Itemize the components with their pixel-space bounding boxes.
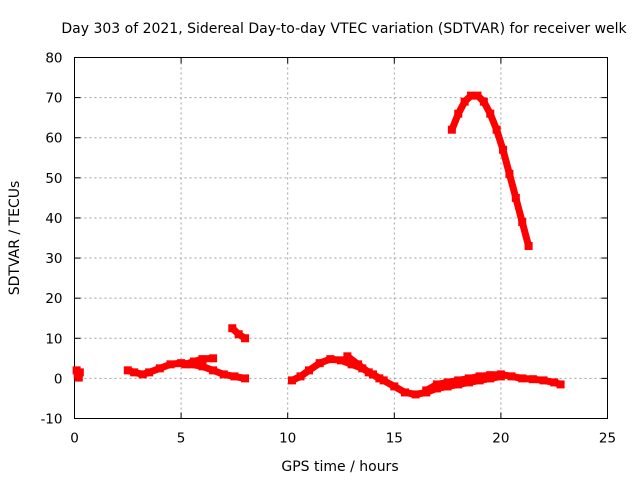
data-point: [343, 352, 352, 361]
data-point: [518, 374, 527, 383]
data-point: [479, 97, 488, 106]
data-point: [467, 91, 476, 100]
data-point: [486, 371, 495, 380]
x-tick-label: 20: [492, 431, 509, 447]
data-point: [375, 374, 384, 383]
data-point: [390, 382, 399, 391]
data-point: [454, 109, 463, 118]
y-tick-label: 20: [45, 291, 62, 307]
data-point: [189, 357, 198, 366]
data-point: [209, 366, 218, 375]
data-point: [241, 374, 250, 383]
data-point: [460, 97, 469, 106]
data-point: [315, 359, 324, 368]
data-point: [499, 145, 508, 154]
series-line-seg-f: [345, 353, 382, 382]
x-tick-label: 5: [177, 431, 186, 447]
data-point: [337, 356, 345, 365]
plot-frame: [74, 57, 608, 419]
data-point: [464, 378, 473, 387]
data-point: [241, 334, 250, 343]
data-point: [539, 376, 548, 385]
x-axis-label: GPS time / hours: [281, 459, 398, 475]
data-point: [528, 375, 537, 384]
data-point: [347, 360, 356, 369]
data-point: [400, 388, 409, 397]
data-point: [511, 193, 520, 202]
data-point: [234, 330, 243, 339]
x-tick-label: 25: [599, 431, 616, 447]
data-point: [443, 382, 452, 391]
data-point: [198, 355, 207, 364]
data-point: [166, 360, 175, 369]
data-point: [177, 359, 186, 368]
data-point: [475, 372, 484, 381]
data-point: [296, 372, 305, 381]
data-point: [138, 370, 147, 379]
x-tick-label: 15: [386, 431, 403, 447]
data-point: [198, 362, 207, 371]
data-point: [432, 380, 441, 389]
x-tick-label: 0: [70, 431, 79, 447]
data-point: [432, 384, 441, 393]
data-point: [130, 368, 139, 377]
data-point: [411, 390, 420, 399]
y-tick-label: 40: [45, 211, 62, 227]
data-point: [230, 372, 239, 381]
data-point: [507, 372, 516, 381]
data-point: [155, 364, 164, 373]
data-point: [486, 109, 495, 118]
data-point: [181, 360, 190, 369]
y-tick-label: 70: [45, 91, 62, 107]
y-tick-label: 10: [45, 331, 62, 347]
data-point: [524, 242, 533, 251]
data-point: [422, 386, 431, 395]
data-point: [364, 368, 373, 377]
y-tick-label: 80: [45, 51, 62, 67]
data-point: [454, 380, 463, 389]
data-point: [219, 370, 228, 379]
data-point: [228, 324, 237, 333]
data-point: [75, 368, 84, 377]
series-line-seg-h: [448, 92, 532, 247]
data-point: [556, 380, 565, 389]
data-point: [123, 366, 132, 375]
data-point: [209, 354, 218, 363]
data-point: [287, 376, 296, 385]
data-point: [496, 370, 505, 379]
data-point: [518, 217, 527, 226]
y-tick-label: 50: [45, 171, 62, 187]
data-point: [447, 125, 456, 134]
y-tick-label: 0: [54, 371, 63, 387]
data-point: [475, 376, 484, 385]
data-point: [443, 378, 452, 387]
data-point: [550, 378, 559, 387]
chart-title: Day 303 of 2021, Sidereal Day-to-day VTE…: [61, 21, 627, 37]
data-point: [326, 355, 335, 364]
y-tick-label: 60: [45, 131, 62, 147]
data-point: [379, 376, 388, 385]
series-layer: [72, 91, 565, 399]
x-tick-label: 10: [279, 431, 296, 447]
y-axis-label: SDTVAR / TECUs: [7, 181, 23, 296]
data-point: [454, 376, 463, 385]
data-point: [305, 366, 314, 375]
y-tick-label: -10: [40, 412, 62, 428]
data-point: [464, 374, 473, 383]
data-point: [354, 360, 363, 369]
grid: [74, 57, 608, 419]
axis-ticks: 0 5 10 15 20 25 -10 0 10 20 30 40 50 60 70 80: [40, 51, 616, 447]
data-point: [145, 368, 154, 377]
series-line-seg-c: [184, 354, 214, 368]
data-point: [74, 373, 83, 382]
data-point: [473, 91, 482, 100]
y-tick-label: 30: [45, 251, 62, 267]
data-point: [492, 125, 501, 134]
data-point: [505, 169, 514, 178]
